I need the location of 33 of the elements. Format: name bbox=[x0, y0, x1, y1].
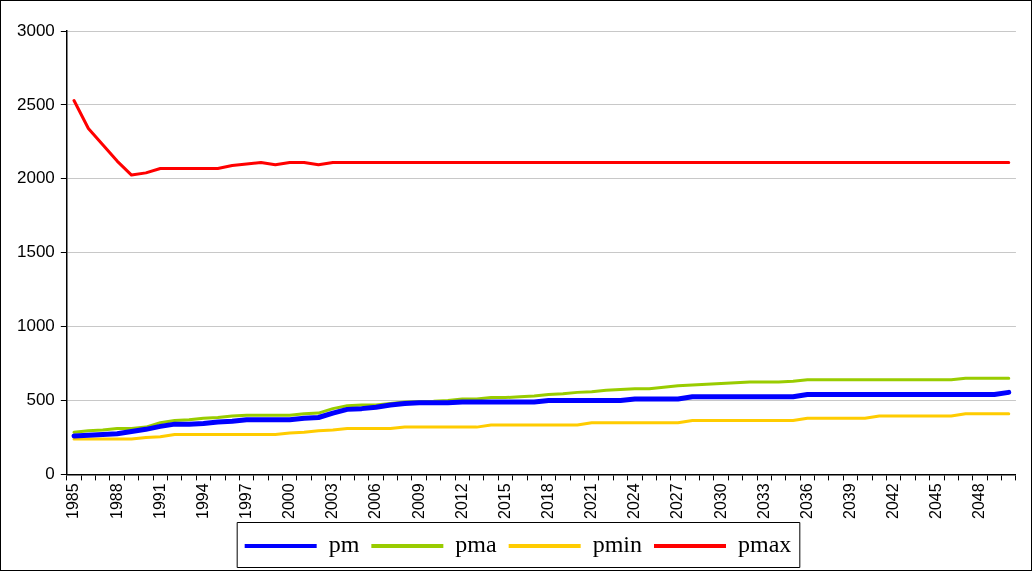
legend-label: pmin bbox=[592, 531, 643, 558]
x-tick-label: 2021 bbox=[582, 483, 600, 519]
x-tick-label: 1991 bbox=[150, 483, 168, 519]
x-tick-label: 2048 bbox=[970, 483, 988, 519]
x-tick-label: 2015 bbox=[495, 483, 513, 519]
x-tick-label: 1994 bbox=[193, 483, 211, 519]
x-tick-label: 2018 bbox=[538, 483, 556, 519]
y-tick-label: 2000 bbox=[16, 168, 55, 188]
y-tick-label: 0 bbox=[45, 464, 55, 484]
y-tick-label: 1500 bbox=[16, 242, 55, 262]
x-tick-label: 2009 bbox=[409, 483, 427, 519]
x-tick-label: 2006 bbox=[366, 483, 384, 519]
x-tick-label: 2003 bbox=[323, 483, 341, 519]
x-tick-label: 2024 bbox=[625, 483, 643, 519]
x-tick-label: 2036 bbox=[797, 483, 815, 519]
y-tick-label: 1000 bbox=[16, 316, 55, 336]
legend-label: pm bbox=[328, 531, 360, 558]
x-tick-label: 1997 bbox=[236, 483, 254, 519]
y-tick-label: 2500 bbox=[16, 94, 55, 114]
legend-label: pma bbox=[455, 531, 498, 558]
y-tick-label: 500 bbox=[26, 390, 55, 410]
x-tick-label: 1985 bbox=[64, 483, 82, 519]
legend-label: pmax bbox=[738, 531, 792, 558]
y-tick-label: 3000 bbox=[16, 20, 55, 40]
x-tick-label: 2030 bbox=[711, 483, 729, 519]
x-tick-label: 2033 bbox=[754, 483, 772, 519]
x-tick-label: 2000 bbox=[280, 483, 298, 519]
x-tick-label: 2027 bbox=[668, 483, 686, 519]
x-tick-label: 2045 bbox=[927, 483, 945, 519]
x-tick-label: 2042 bbox=[884, 483, 902, 519]
x-tick-label: 2039 bbox=[840, 483, 858, 519]
x-tick-label: 1988 bbox=[107, 483, 125, 519]
x-tick-label: 2012 bbox=[452, 483, 470, 519]
